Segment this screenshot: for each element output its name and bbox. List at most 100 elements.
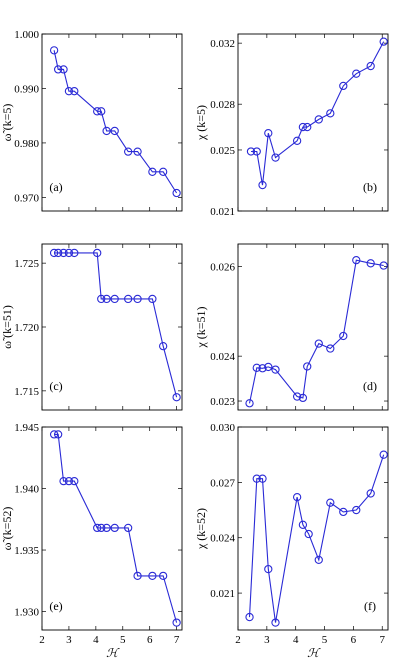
data-point <box>148 167 157 176</box>
plot-frame <box>41 243 183 411</box>
data-point <box>326 498 335 507</box>
data-point <box>97 523 106 533</box>
data-point <box>298 122 308 132</box>
data-point <box>59 65 68 74</box>
plot-frame <box>237 426 389 631</box>
data-point <box>172 618 181 627</box>
data-point <box>159 342 168 351</box>
data-point <box>339 507 348 517</box>
data-point <box>64 87 74 96</box>
data-point <box>148 294 157 304</box>
panel-d: 0.023 0.024 0.026 χ (k=51) (d) <box>194 243 389 411</box>
panel-b: 0.021 0.025 0.028 0.032 χ (k=5) (b) <box>194 33 389 218</box>
data-point <box>264 564 273 574</box>
y-tick-label: 1.725 <box>14 258 39 270</box>
x-tick-label: 5 <box>322 634 328 646</box>
data-point <box>245 612 254 622</box>
panel-a: 0.970 0.980 0.990 1.000 ω̃ (k=5) (a) <box>0 29 183 212</box>
x-tick-label: 4 <box>293 634 299 646</box>
x-axis-label: ℋ <box>307 646 321 660</box>
x-tick-label: 7 <box>174 634 180 646</box>
x-axis-label: ℋ <box>106 646 120 660</box>
series-line <box>54 252 178 398</box>
data-point <box>246 147 256 156</box>
plot-frame <box>41 426 183 631</box>
data-point <box>271 153 280 162</box>
x-tick-label: 6 <box>147 634 153 646</box>
y-axis-label: ω̃ (k=5) <box>0 104 14 142</box>
series-line <box>248 259 384 404</box>
y-tick-label: 1.935 <box>14 545 39 557</box>
y-tick-label: 0.027 <box>210 477 235 489</box>
panel-label: (c) <box>49 379 62 393</box>
data-point <box>252 474 261 483</box>
data-point <box>314 555 323 565</box>
data-point <box>258 474 267 483</box>
data-point <box>70 87 79 96</box>
data-point <box>102 523 111 533</box>
data-point <box>352 505 361 515</box>
series-line <box>54 433 178 623</box>
y-tick-label: 0.024 <box>210 533 235 545</box>
data-point <box>352 69 361 78</box>
y-axis-label: χ (k=5) <box>194 105 208 141</box>
y-tick-label: 1.720 <box>14 322 39 334</box>
data-point <box>110 523 119 533</box>
panel-label: (d) <box>363 379 377 393</box>
data-point <box>124 147 133 156</box>
y-tick-label: 1.940 <box>14 484 39 496</box>
data-point <box>366 259 375 268</box>
data-point <box>124 294 133 304</box>
series-line <box>251 41 385 186</box>
x-tick-label: 4 <box>93 634 99 646</box>
data-point <box>292 392 302 401</box>
data-point <box>172 188 181 198</box>
data-point <box>54 430 63 439</box>
data-point <box>97 294 106 304</box>
data-point <box>49 248 59 258</box>
panel-label: (b) <box>363 180 377 194</box>
x-tick-label: 2 <box>39 634 45 646</box>
data-point <box>352 256 361 265</box>
data-point <box>54 248 63 258</box>
x-tick-label: 5 <box>120 634 126 646</box>
y-tick-label: 0.970 <box>14 192 39 204</box>
data-point <box>292 136 302 145</box>
plot-frame <box>237 33 389 212</box>
y-tick-label: 1.945 <box>14 422 39 434</box>
panel-f: 2 3 4 5 6 7 0.021 0.024 0.027 0.030 χ (k=52) ℋ (f) <box>194 422 389 660</box>
y-tick-label: 1.715 <box>14 386 39 398</box>
data-point <box>64 248 74 258</box>
data-point <box>298 393 308 403</box>
y-tick-label: 0.021 <box>210 588 235 600</box>
y-axis-label: χ (k=51) <box>194 306 208 348</box>
data-point <box>102 294 111 304</box>
data-point <box>133 571 142 581</box>
y-tick-label: 0.025 <box>210 145 235 157</box>
panel-e: 2 3 4 5 6 7 1.930 1.935 1.940 1.945 ω̃ (k=52) ℋ (e) <box>0 422 183 660</box>
y-tick-label: 0.990 <box>14 83 39 95</box>
data-point <box>339 331 348 341</box>
data-point <box>326 344 335 353</box>
panel-c: 1.715 1.720 1.725 ω̃ (k=51) (c) <box>0 243 183 411</box>
data-point <box>49 430 59 439</box>
panel-label: (a) <box>49 180 62 194</box>
plot-frame <box>237 243 389 411</box>
data-point <box>339 81 348 91</box>
data-point <box>124 523 133 533</box>
x-tick-label: 7 <box>379 634 385 646</box>
data-point <box>70 476 79 486</box>
panel-label: (e) <box>49 599 62 613</box>
data-point <box>245 399 254 408</box>
data-point <box>326 109 335 118</box>
series-line <box>248 454 385 623</box>
x-tick-label: 3 <box>66 634 72 646</box>
data-point <box>258 364 267 373</box>
data-point <box>304 529 313 539</box>
plot-frame <box>41 33 183 212</box>
data-point <box>292 492 302 502</box>
y-tick-label: 1.930 <box>14 607 39 619</box>
y-axis-label: ω̃ (k=52) <box>0 507 14 551</box>
data-point <box>159 571 168 581</box>
data-point <box>133 147 142 156</box>
